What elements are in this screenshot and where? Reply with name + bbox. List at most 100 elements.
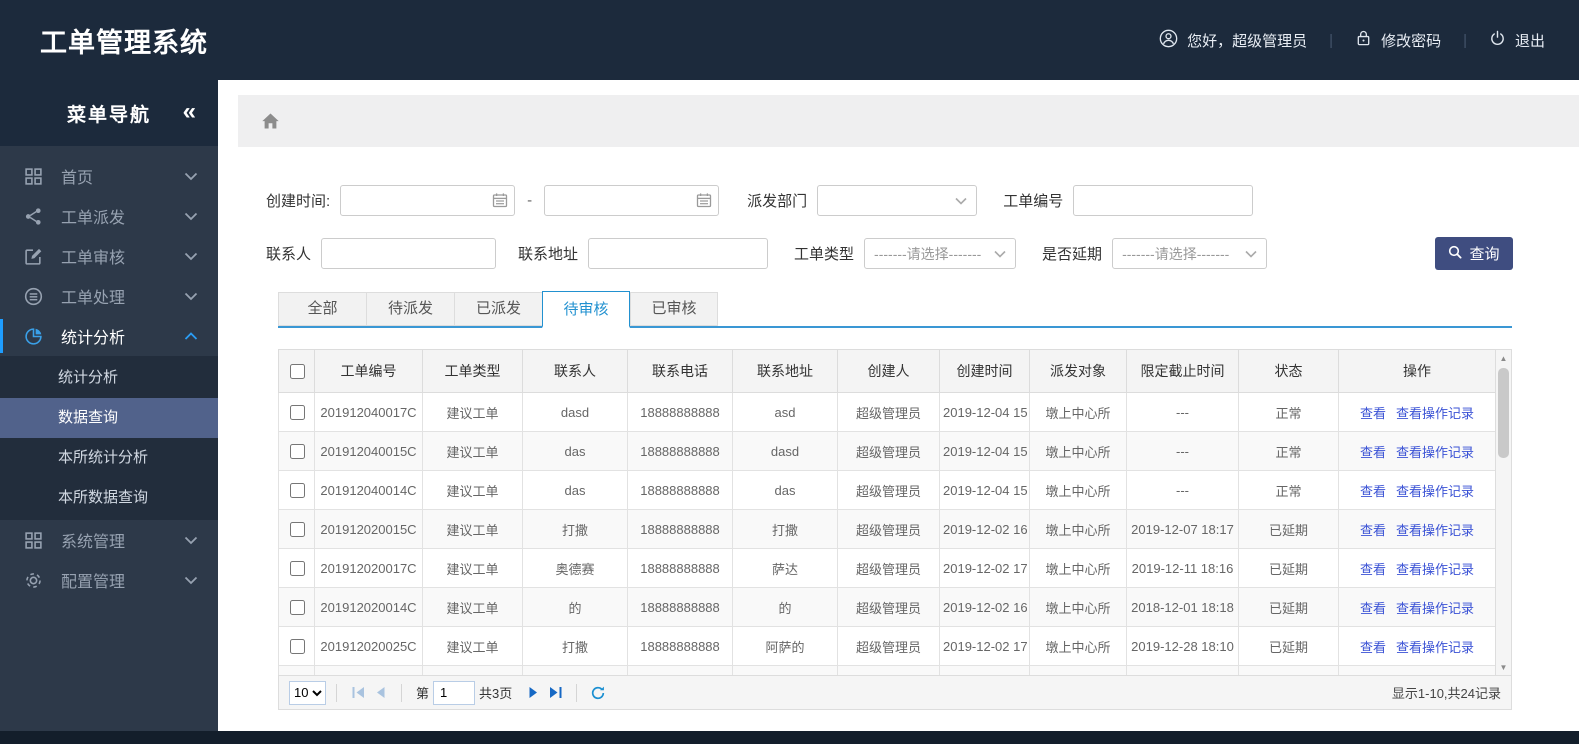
logout-button[interactable]: 退出 — [1489, 29, 1545, 51]
view-log-link[interactable]: 查看操作记录 — [1396, 561, 1475, 577]
sidebar-item-0[interactable]: 首页 — [0, 156, 218, 196]
contact-input[interactable] — [321, 238, 497, 269]
cell-status: 已延期 — [1238, 548, 1339, 588]
select-all-checkbox[interactable] — [289, 363, 305, 379]
sidebar-item-3[interactable]: 工单处理 — [0, 276, 218, 316]
cell-empty — [1238, 665, 1339, 675]
view-link[interactable]: 查看 — [1359, 522, 1386, 538]
sidebar: 菜单导航 « 首页 工单派发 工单审核 工单处理 统计分析 统计分析 数据查询 本所统计分析本… — [0, 80, 218, 731]
submenu-item-3[interactable]: 本所数据查询 — [58, 489, 149, 506]
cell-creator: 超级管理员 — [837, 587, 940, 627]
cell-created_at: 2019-12-02 16 — [939, 509, 1030, 549]
dispatch-dept-select[interactable] — [817, 185, 978, 216]
created-from-input[interactable] — [340, 185, 516, 216]
order-type-select[interactable]: -------请选择------- — [864, 238, 1017, 269]
last-page-button[interactable] — [544, 682, 566, 704]
row-checkbox[interactable] — [289, 638, 305, 654]
search-icon — [1448, 245, 1462, 263]
cell-operations: 查看 查看操作记录 — [1338, 626, 1495, 666]
cell-dispatch_target: 墩上中心所 — [1029, 548, 1127, 588]
view-log-link[interactable]: 查看操作记录 — [1396, 444, 1475, 460]
scrollbar-thumb[interactable] — [1498, 368, 1509, 458]
cell-order_no: 201912020015C — [314, 509, 423, 549]
address-input[interactable] — [588, 238, 769, 269]
page-prefix-label: 第 — [416, 686, 430, 701]
view-log-link[interactable]: 查看操作记录 — [1396, 522, 1475, 538]
app-title: 工单管理系统 — [40, 27, 208, 58]
sidebar-item-2[interactable]: 工单审核 — [0, 236, 218, 276]
cell-address: dasd — [732, 431, 838, 471]
chevron-down-icon — [184, 536, 198, 545]
next-page-button[interactable] — [522, 682, 544, 704]
order-type-value: -------请选择------- — [874, 245, 982, 262]
page-size-select[interactable]: 10 — [289, 680, 326, 705]
view-log-link[interactable]: 查看操作记录 — [1396, 600, 1475, 616]
user-greeting[interactable]: 您好，超级管理员 — [1159, 29, 1307, 52]
edit-icon — [24, 247, 48, 266]
cell-empty — [522, 665, 628, 675]
row-checkbox[interactable] — [289, 404, 305, 420]
prev-page-button[interactable] — [369, 682, 391, 704]
row-checkbox[interactable] — [289, 521, 305, 537]
query-button[interactable]: 查询 — [1435, 237, 1513, 270]
column-header-10: 操作 — [1338, 349, 1495, 393]
pie-icon — [24, 327, 48, 346]
created-to-input[interactable] — [544, 185, 720, 216]
submenu-item-2[interactable]: 本所统计分析 — [58, 449, 149, 466]
sidebar-item-4[interactable]: 统计分析 — [0, 316, 218, 356]
submenu-item-0[interactable]: 统计分析 — [58, 369, 119, 386]
tab-4[interactable]: 已审核 — [630, 292, 718, 326]
tab-1[interactable]: 待派发 — [366, 292, 454, 326]
cell-empty — [1126, 665, 1239, 675]
sidebar-item-6[interactable]: 配置管理 — [0, 560, 218, 600]
view-link[interactable]: 查看 — [1359, 483, 1386, 499]
scroll-down-arrow[interactable]: ▼ — [1499, 662, 1508, 672]
refresh-icon[interactable] — [587, 682, 609, 704]
view-link[interactable]: 查看 — [1359, 561, 1386, 577]
row-checkbox[interactable] — [289, 443, 305, 459]
delay-select[interactable]: -------请选择------- — [1112, 238, 1268, 269]
home-icon[interactable] — [260, 111, 281, 131]
tab-2[interactable]: 已派发 — [454, 292, 542, 326]
cell-creator: 超级管理员 — [837, 470, 940, 510]
row-checkbox[interactable] — [289, 482, 305, 498]
tab-3[interactable]: 待审核 — [542, 291, 630, 328]
view-log-link[interactable]: 查看操作记录 — [1396, 639, 1475, 655]
view-link[interactable]: 查看 — [1359, 600, 1386, 616]
first-page-button[interactable] — [347, 682, 369, 704]
cell-creator: 超级管理员 — [837, 548, 940, 588]
cell-dispatch_target: 墩上中心所 — [1029, 392, 1127, 432]
user-greeting-label: 您好，超级管理员 — [1187, 32, 1308, 50]
sidebar-item-1[interactable]: 工单派发 — [0, 196, 218, 236]
page-number-input[interactable] — [433, 680, 476, 705]
total-pages-label: 共3页 — [479, 686, 513, 701]
cell-empty — [314, 665, 423, 675]
power-icon — [1489, 29, 1506, 51]
vertical-scrollbar[interactable]: ▲ ▼ — [1495, 349, 1512, 676]
row-checkbox[interactable] — [289, 599, 305, 615]
query-button-label: 查询 — [1469, 246, 1500, 263]
submenu-item-1[interactable]: 数据查询 — [0, 398, 218, 438]
filter-row-1: 创建时间: - 派发部门 — [266, 185, 1579, 216]
view-link[interactable]: 查看 — [1359, 444, 1386, 460]
column-header-6: 创建时间 — [939, 349, 1030, 393]
cell-operations: 查看 查看操作记录 — [1338, 548, 1495, 588]
sidebar-item-5[interactable]: 系统管理 — [0, 520, 218, 560]
row-checkbox[interactable] — [289, 560, 305, 576]
cell-phone: 18888888888 — [627, 548, 733, 588]
scroll-up-arrow[interactable]: ▲ — [1499, 353, 1508, 363]
sidebar-submenu: 统计分析数据查询本所统计分析 本所数据查询 — [0, 356, 218, 520]
view-log-link[interactable]: 查看操作记录 — [1396, 405, 1475, 421]
cell-order_no: 201912040014C — [314, 470, 423, 510]
process-icon — [24, 287, 48, 306]
cell-address: 阿萨的 — [732, 626, 838, 666]
view-log-link[interactable]: 查看操作记录 — [1396, 483, 1475, 499]
order-no-input[interactable] — [1073, 185, 1254, 216]
sidebar-collapse-icon[interactable]: « — [182, 98, 196, 126]
view-link[interactable]: 查看 — [1359, 405, 1386, 421]
change-password-button[interactable]: 修改密码 — [1355, 29, 1441, 51]
view-link[interactable]: 查看 — [1359, 639, 1386, 655]
cell-order_no: 201912040017C — [314, 392, 423, 432]
topbar-separator: | — [1463, 31, 1467, 49]
tab-0[interactable]: 全部 — [278, 292, 366, 326]
